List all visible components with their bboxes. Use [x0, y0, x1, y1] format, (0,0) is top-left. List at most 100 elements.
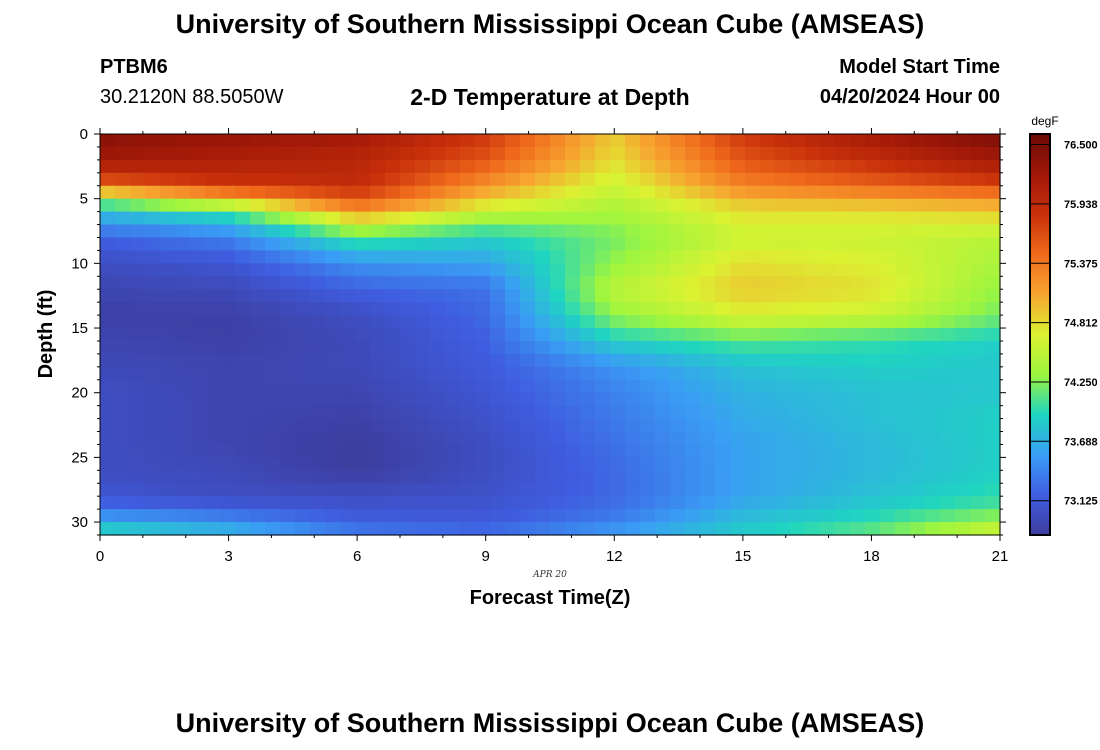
heatmap-cell [370, 289, 386, 303]
heatmap-cell [235, 496, 251, 510]
heatmap-cell [415, 302, 431, 316]
heatmap-cell [850, 185, 866, 200]
heatmap-cell [115, 146, 131, 161]
heatmap-cell [265, 405, 281, 420]
heatmap-cell [685, 353, 701, 368]
heatmap-cell [610, 250, 626, 264]
heatmap-cell [145, 340, 161, 355]
heatmap-cell [820, 134, 836, 148]
heatmap-cell [175, 340, 191, 355]
heatmap-cell [145, 418, 161, 433]
heatmap-cell [955, 276, 971, 290]
heatmap-cell [190, 263, 206, 277]
heatmap-cell [130, 431, 146, 446]
heatmap-cell [865, 522, 881, 536]
heatmap-cell [190, 483, 206, 497]
heatmap-cell [295, 431, 311, 446]
heatmap-cell [790, 302, 806, 316]
heatmap-cell [460, 431, 476, 446]
heatmap-cell [310, 418, 326, 433]
heatmap-cell [820, 470, 836, 484]
heatmap-cell [820, 392, 836, 407]
heatmap-cell [775, 470, 791, 484]
heatmap-cell [370, 405, 386, 420]
heatmap-cell [820, 237, 836, 252]
heatmap-cell [925, 483, 941, 497]
heatmap-cell [685, 224, 701, 239]
heatmap-cell [460, 328, 476, 342]
heatmap-cell [235, 522, 251, 536]
heatmap-cell [670, 159, 686, 174]
heatmap-cell [160, 263, 176, 277]
heatmap-cell [850, 444, 866, 458]
heatmap-cell [115, 263, 131, 277]
heatmap-cell [490, 483, 506, 497]
heatmap-cell [310, 276, 326, 290]
heatmap-cell [340, 134, 356, 148]
heatmap-cell [370, 159, 386, 174]
heatmap-cell [520, 198, 536, 213]
heatmap-cell [655, 340, 671, 355]
heatmap-cell [115, 366, 131, 381]
heatmap-cell [430, 172, 446, 187]
heatmap-cell [205, 328, 221, 342]
heatmap-cell [475, 263, 491, 277]
heatmap-cell [985, 289, 1001, 303]
heatmap-cell [655, 418, 671, 433]
heatmap-cell [715, 172, 731, 187]
heatmap-cell [115, 483, 131, 497]
heatmap-cell [145, 431, 161, 446]
heatmap-cell [520, 263, 536, 277]
heatmap-cell [190, 418, 206, 433]
heatmap-cell [520, 509, 536, 523]
heatmap-cell [115, 496, 131, 510]
heatmap-cell [235, 392, 251, 407]
heatmap-cell [250, 211, 266, 226]
heatmap-cell [535, 146, 551, 161]
heatmap-cell [760, 315, 776, 329]
heatmap-cell [340, 405, 356, 420]
heatmap-cell [220, 146, 236, 161]
heatmap-cell [235, 444, 251, 458]
heatmap-cell [895, 302, 911, 316]
heatmap-cell [415, 431, 431, 446]
heatmap-cell [865, 379, 881, 394]
heatmap-cell [655, 146, 671, 161]
heatmap-cell [805, 302, 821, 316]
heatmap-cell [970, 289, 986, 303]
heatmap-cell [385, 315, 401, 329]
heatmap-cell [970, 198, 986, 213]
heatmap-cell [505, 340, 521, 355]
heatmap-cell [745, 431, 761, 446]
heatmap-cell [340, 509, 356, 523]
heatmap-cell [550, 328, 566, 342]
heatmap-cell [340, 172, 356, 187]
heatmap-cell [475, 483, 491, 497]
heatmap-cell [880, 263, 896, 277]
heatmap-cell [235, 263, 251, 277]
x-axis: 0 3 6 9 12 15 18 21 [96, 128, 1008, 565]
heatmap-cell [370, 366, 386, 381]
heatmap-cell [100, 366, 116, 381]
heatmap-cell [505, 134, 521, 148]
heatmap-cell [310, 328, 326, 342]
heatmap-cell [430, 444, 446, 458]
heatmap-cell [145, 366, 161, 381]
heatmap-cell [100, 211, 116, 226]
heatmap-cell [520, 172, 536, 187]
heatmap-cell [145, 185, 161, 200]
heatmap-cell [580, 198, 596, 213]
heatmap-cell [820, 224, 836, 239]
heatmap-cell [955, 457, 971, 471]
heatmap-cell [505, 470, 521, 484]
heatmap-cell [910, 418, 926, 433]
heatmap-cell [940, 237, 956, 252]
heatmap-cell [610, 146, 626, 161]
heatmap-cell [580, 315, 596, 329]
heatmap-cell [400, 509, 416, 523]
heatmap-cell [535, 340, 551, 355]
heatmap-cell [190, 134, 206, 148]
heatmap-cell [970, 444, 986, 458]
heatmap-cell [520, 328, 536, 342]
heatmap-cell [415, 224, 431, 239]
